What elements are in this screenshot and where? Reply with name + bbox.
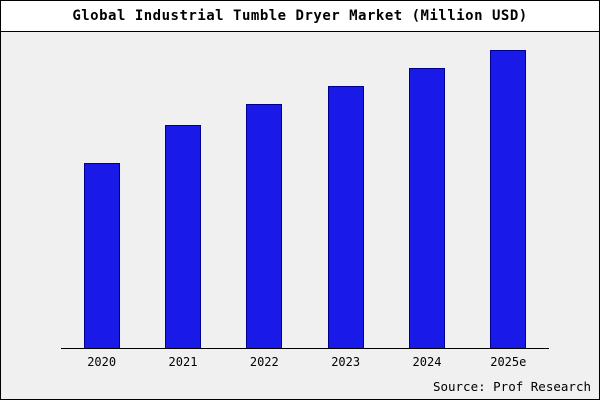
chart-header: Global Industrial Tumble Dryer Market (M…	[1, 1, 599, 32]
plot-area	[61, 32, 549, 349]
x-tick-label-2022: 2022	[249, 355, 279, 369]
bar-column-2020	[61, 32, 142, 348]
bar-column-2023	[305, 32, 386, 348]
bar-column-2022	[224, 32, 305, 348]
x-tick-label-2021: 2021	[168, 355, 198, 369]
bar-2025e	[490, 50, 527, 348]
bar-2020	[83, 163, 120, 348]
x-tick-label-2020: 2020	[87, 355, 117, 369]
source-credit: Source: Prof Research	[432, 379, 591, 394]
bar-2023	[327, 85, 364, 348]
x-axis-labels: 2020 2021 2022 2023 2024 2025e	[61, 350, 549, 369]
chart-title: Global Industrial Tumble Dryer Market (M…	[72, 8, 528, 24]
bar-column-2024	[386, 32, 467, 348]
bar-2021	[164, 124, 201, 348]
x-tick-label-2024: 2024	[412, 355, 442, 369]
bar-column-2025e	[468, 32, 549, 348]
bar-2022	[246, 103, 283, 348]
bar-2024	[408, 68, 445, 348]
bar-column-2021	[142, 32, 223, 348]
x-tick-label-2025e: 2025e	[490, 355, 527, 369]
x-tick-label-2023: 2023	[331, 355, 361, 369]
